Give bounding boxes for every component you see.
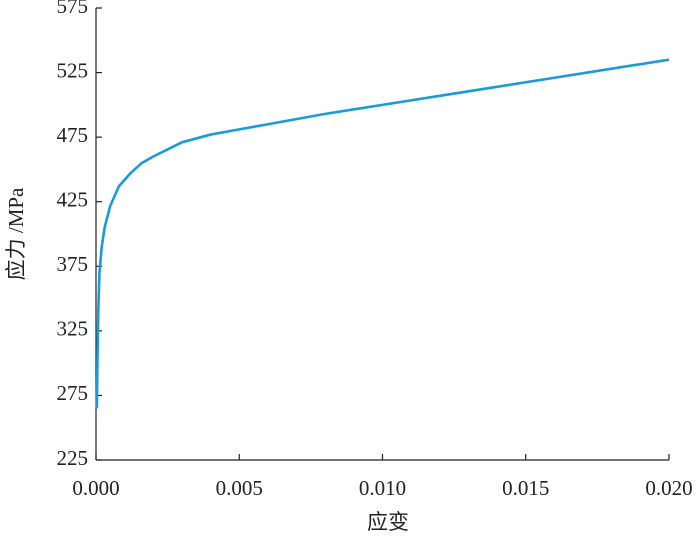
y-tick-label: 375 [57,252,89,276]
y-tick-label: 275 [57,381,89,405]
y-tick-label: 225 [57,446,89,470]
y-axis-label: 应力 /MPa [4,187,28,280]
y-tick-label: 475 [57,123,89,147]
x-tick-label: 0.000 [72,476,119,500]
stress-strain-curve [95,58,670,409]
y-tick-label: 525 [57,58,89,82]
x-tick-label: 0.010 [359,476,406,500]
x-tick-label: 0.015 [502,476,549,500]
x-axis-label: 应变 [367,510,409,534]
x-tick-label: 0.020 [645,476,692,500]
y-tick-label: 575 [57,0,89,18]
x-tick-label: 0.005 [216,476,263,500]
y-tick-label: 425 [57,188,89,212]
y-tick-label: 325 [57,317,89,341]
